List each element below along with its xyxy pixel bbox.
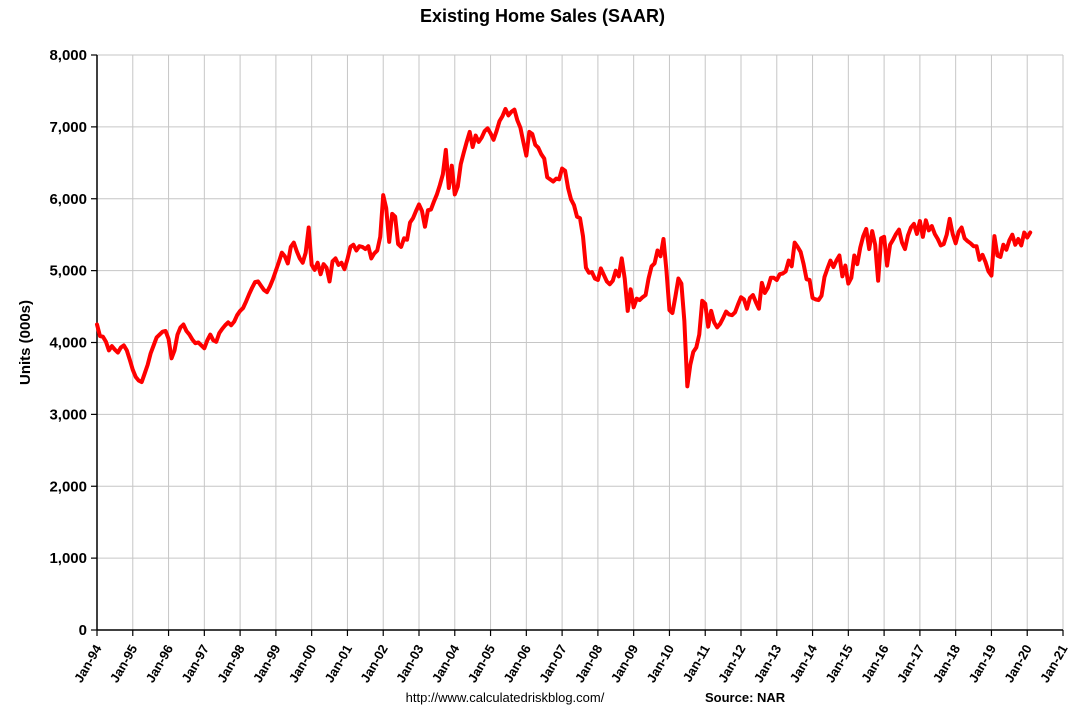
svg-text:5,000: 5,000 xyxy=(49,263,87,280)
svg-text:3,000: 3,000 xyxy=(49,406,87,423)
svg-text:Jan-94: Jan-94 xyxy=(71,641,105,685)
svg-text:Jan-02: Jan-02 xyxy=(357,642,391,685)
svg-text:Jan-97: Jan-97 xyxy=(178,642,212,685)
svg-text:8,000: 8,000 xyxy=(49,47,87,64)
footer-url: http://www.calculatedriskblog.com/ xyxy=(405,690,605,705)
svg-text:Jan-15: Jan-15 xyxy=(822,642,856,685)
svg-text:Jan-10: Jan-10 xyxy=(643,642,677,685)
svg-text:Jan-95: Jan-95 xyxy=(107,642,141,685)
svg-text:Jan-01: Jan-01 xyxy=(321,642,355,685)
svg-text:Jan-17: Jan-17 xyxy=(894,642,928,685)
svg-text:Jan-99: Jan-99 xyxy=(250,642,284,685)
axes xyxy=(96,55,1063,631)
svg-text:2,000: 2,000 xyxy=(49,478,87,495)
svg-text:Jan-19: Jan-19 xyxy=(965,642,999,685)
source-label: Source: NAR xyxy=(705,690,786,705)
svg-text:Jan-20: Jan-20 xyxy=(1001,642,1035,685)
svg-text:Jan-18: Jan-18 xyxy=(930,642,964,685)
svg-text:Jan-98: Jan-98 xyxy=(214,642,248,685)
svg-text:7,000: 7,000 xyxy=(49,119,87,136)
series-line xyxy=(95,106,1033,389)
svg-text:Jan-14: Jan-14 xyxy=(787,641,821,685)
tick-marks xyxy=(91,54,1064,636)
x-tick-labels: Jan-94 Jan-95 Jan-96 Jan-97 Jan-98 Jan-99 Jan-… xyxy=(71,641,1071,685)
svg-text:Jan-06: Jan-06 xyxy=(500,642,534,685)
svg-text:0: 0 xyxy=(79,622,87,639)
svg-text:1,000: 1,000 xyxy=(49,550,87,567)
svg-text:Jan-13: Jan-13 xyxy=(751,642,785,685)
svg-text:Jan-16: Jan-16 xyxy=(858,642,892,685)
svg-text:Jan-96: Jan-96 xyxy=(143,642,177,685)
svg-text:4,000: 4,000 xyxy=(49,335,87,352)
gridlines xyxy=(97,54,1064,630)
y-tick-labels: 0 1,000 2,000 3,000 4,000 5,000 6,000 7,000 8,00… xyxy=(49,47,87,639)
svg-text:Jan-11: Jan-11 xyxy=(680,642,713,685)
svg-text:Jan-12: Jan-12 xyxy=(715,642,749,685)
svg-text:Jan-04: Jan-04 xyxy=(429,641,463,685)
svg-text:Jan-03: Jan-03 xyxy=(393,642,427,685)
svg-text:Jan-00: Jan-00 xyxy=(286,642,320,685)
svg-text:Jan-07: Jan-07 xyxy=(536,642,570,685)
svg-text:Jan-21: Jan-21 xyxy=(1037,642,1071,685)
chart-title: Existing Home Sales (SAAR) xyxy=(419,6,666,26)
svg-text:Jan-05: Jan-05 xyxy=(465,642,499,685)
svg-text:6,000: 6,000 xyxy=(49,191,87,208)
svg-text:Jan-09: Jan-09 xyxy=(608,642,642,685)
y-axis-label: Units (000s) xyxy=(17,300,34,385)
svg-text:Jan-08: Jan-08 xyxy=(572,642,606,685)
